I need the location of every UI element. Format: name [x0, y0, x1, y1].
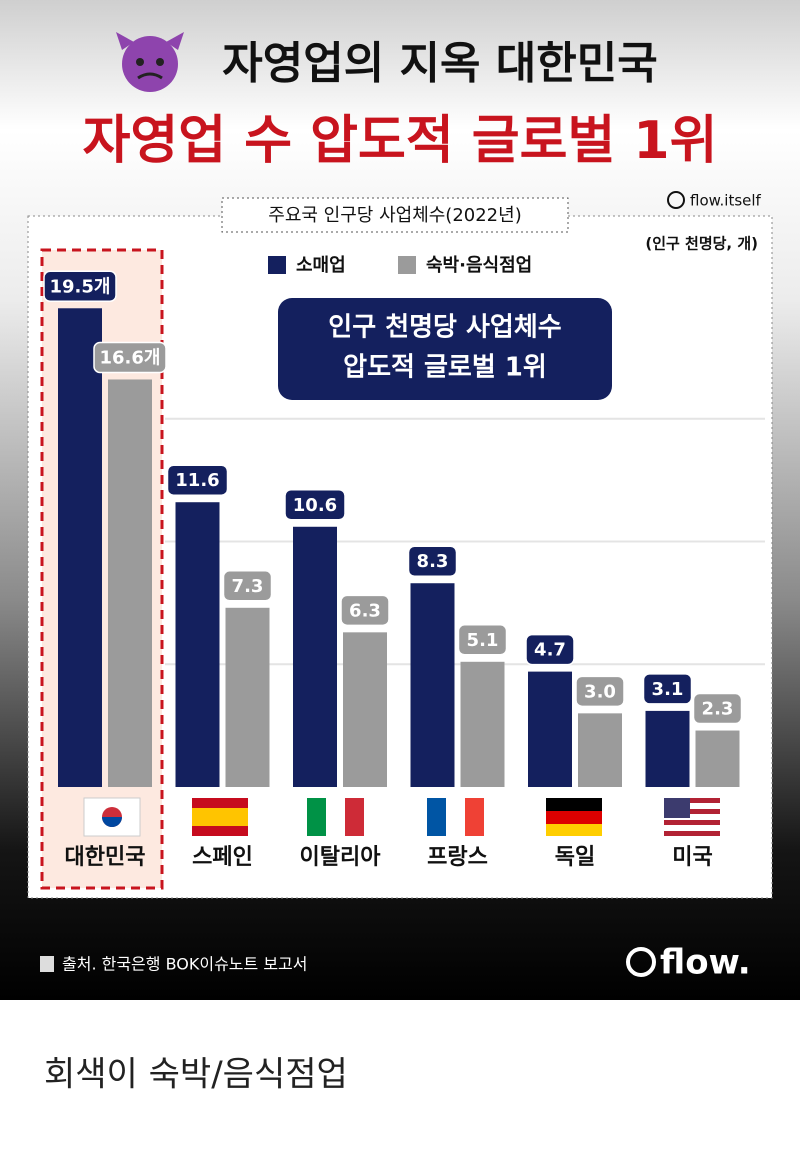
value-label-bg	[575, 675, 625, 708]
caption: 회색이 숙박/음식점업	[44, 1055, 348, 1095]
bar	[645, 710, 690, 787]
value-label-bg	[457, 624, 508, 656]
value-label: 16.6개	[100, 347, 161, 368]
bar	[695, 730, 740, 787]
legend-swatch	[398, 256, 416, 274]
headline-2: 자영업 수 압도적 글로벌 1위	[83, 111, 718, 171]
legend-swatch	[268, 256, 286, 274]
devil-emoji	[116, 32, 184, 92]
headline-1: 자영업의 지옥 대한민국	[222, 38, 657, 89]
annotation-box	[278, 298, 612, 400]
x-tick-label: 스페인	[192, 845, 253, 870]
value-label: 3.0	[584, 681, 616, 702]
value-label-bg	[407, 545, 458, 577]
logo-icon	[626, 947, 656, 977]
value-label: 11.6	[175, 470, 219, 491]
value-label: 3.1	[652, 679, 684, 700]
logo: flow.	[660, 943, 751, 983]
bar	[225, 607, 270, 787]
bar	[293, 526, 337, 787]
value-label: 8.3	[417, 551, 449, 572]
doc-icon	[40, 956, 54, 972]
chart-title: 주요국 인구당 사업체수(2022년)	[268, 205, 521, 226]
bar	[460, 661, 505, 787]
value-label-bg	[340, 594, 390, 627]
x-tick-label: 대한민국	[65, 845, 146, 870]
flags	[83, 797, 720, 837]
x-tick-label: 이탈리아	[300, 845, 382, 870]
value-label-bg	[642, 673, 693, 705]
unit-label: (인구 천명당, 개)	[645, 235, 758, 253]
value-label: 10.6	[293, 495, 337, 516]
annotation: 인구 천명당 사업체수	[328, 313, 561, 343]
value-label-bg	[93, 341, 167, 374]
source: 출처. 한국은행 BOK이슈노트 보고서	[62, 955, 308, 974]
annotation: 압도적 글로벌 1위	[343, 353, 547, 383]
value-label-bg	[284, 489, 346, 521]
value-label-bg	[166, 464, 229, 496]
legend-label: 소매업	[296, 255, 346, 276]
value-label-bg	[692, 692, 743, 725]
value-label: 6.3	[349, 600, 381, 621]
value-label: 2.3	[702, 699, 734, 720]
value-label-bg	[43, 270, 117, 303]
instagram-icon	[667, 191, 685, 209]
handle: flow.itself	[690, 192, 762, 210]
bar	[108, 379, 152, 787]
chart-title-box	[221, 197, 569, 233]
x-tick-label: 독일	[555, 845, 595, 870]
value-label-bg	[222, 570, 273, 602]
legend-label: 숙박·음식점업	[426, 255, 532, 276]
bar	[175, 502, 220, 787]
value-label: 4.7	[534, 640, 566, 661]
value-label: 7.3	[232, 576, 264, 597]
value-label: 19.5개	[50, 276, 111, 297]
bar	[410, 583, 455, 787]
value-label-bg	[525, 633, 575, 666]
bar	[58, 308, 102, 787]
bar	[343, 632, 387, 787]
x-tick-label: 미국	[672, 845, 712, 870]
value-label: 5.1	[467, 630, 499, 651]
x-tick-label: 프랑스	[427, 845, 488, 870]
bar	[578, 713, 622, 787]
bar	[528, 671, 572, 787]
